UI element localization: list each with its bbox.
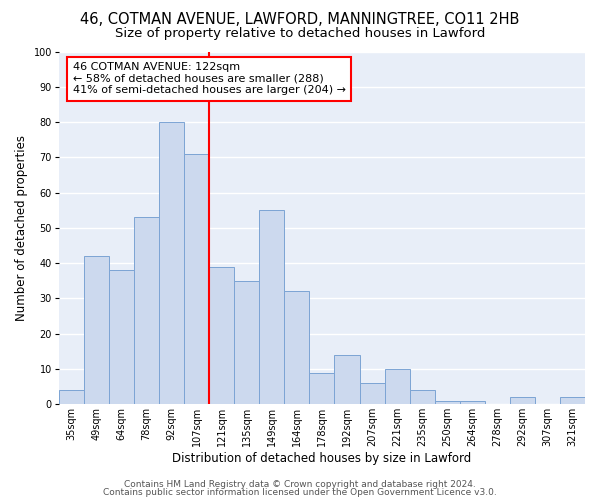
Bar bbox=[284, 292, 310, 405]
Text: Size of property relative to detached houses in Lawford: Size of property relative to detached ho… bbox=[115, 28, 485, 40]
Bar bbox=[510, 397, 535, 404]
Bar bbox=[460, 401, 485, 404]
Bar bbox=[334, 355, 359, 405]
Text: Contains public sector information licensed under the Open Government Licence v3: Contains public sector information licen… bbox=[103, 488, 497, 497]
X-axis label: Distribution of detached houses by size in Lawford: Distribution of detached houses by size … bbox=[172, 452, 472, 465]
Bar bbox=[84, 256, 109, 404]
Bar bbox=[59, 390, 84, 404]
Bar bbox=[560, 397, 585, 404]
Bar bbox=[410, 390, 434, 404]
Text: 46 COTMAN AVENUE: 122sqm
← 58% of detached houses are smaller (288)
41% of semi-: 46 COTMAN AVENUE: 122sqm ← 58% of detach… bbox=[73, 62, 346, 96]
Text: 46, COTMAN AVENUE, LAWFORD, MANNINGTREE, CO11 2HB: 46, COTMAN AVENUE, LAWFORD, MANNINGTREE,… bbox=[80, 12, 520, 28]
Bar bbox=[385, 369, 410, 404]
Bar bbox=[434, 401, 460, 404]
Bar bbox=[310, 372, 334, 404]
Bar bbox=[184, 154, 209, 405]
Y-axis label: Number of detached properties: Number of detached properties bbox=[15, 135, 28, 321]
Bar bbox=[234, 281, 259, 404]
Bar bbox=[109, 270, 134, 404]
Bar bbox=[134, 218, 159, 404]
Text: Contains HM Land Registry data © Crown copyright and database right 2024.: Contains HM Land Registry data © Crown c… bbox=[124, 480, 476, 489]
Bar bbox=[259, 210, 284, 404]
Bar bbox=[209, 266, 234, 404]
Bar bbox=[359, 383, 385, 404]
Bar bbox=[159, 122, 184, 405]
